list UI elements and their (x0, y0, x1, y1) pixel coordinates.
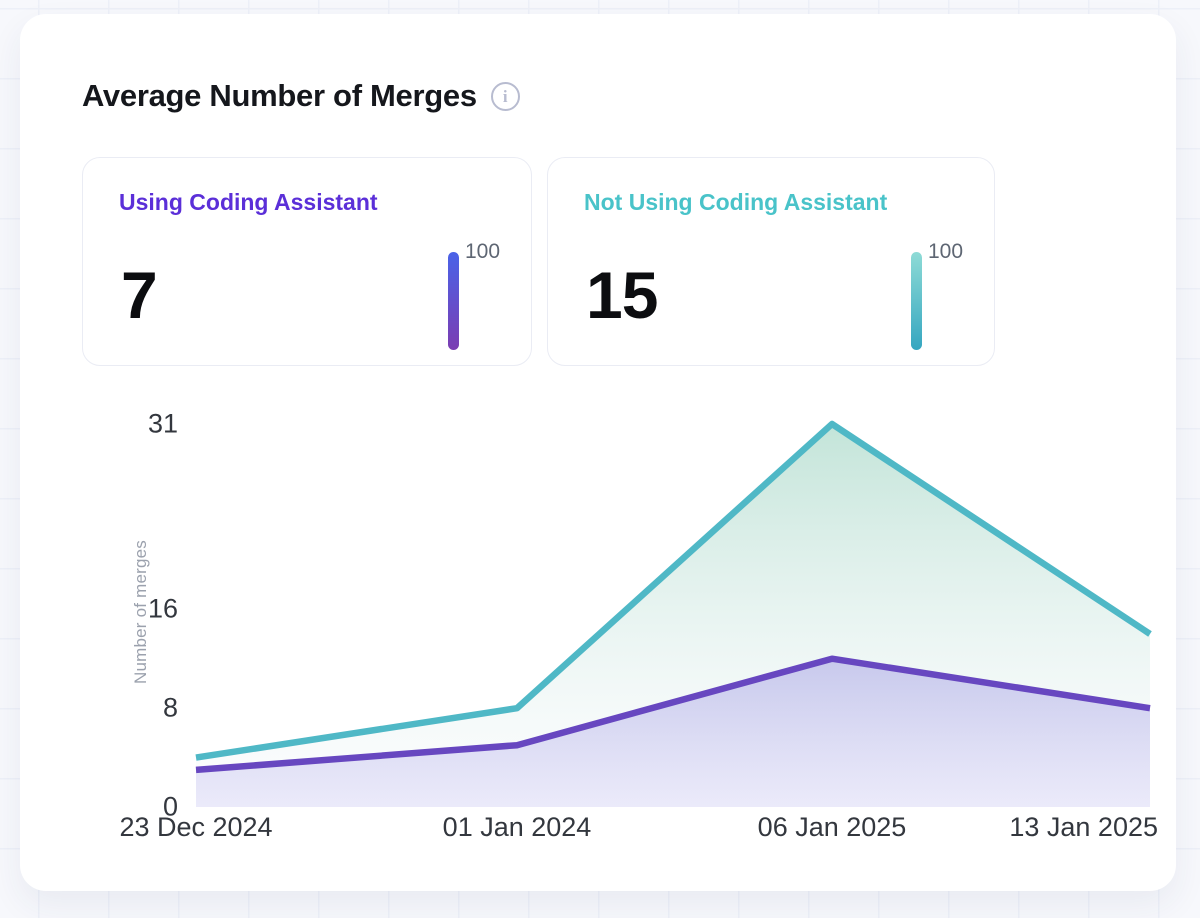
info-icon[interactable]: i (490, 81, 520, 111)
stat-card-not-using-coding-assistant: Not Using Coding Assistant 15 100 (547, 157, 995, 366)
area-fill-using-coding-assistant (196, 658, 1150, 807)
stat-card-using-coding-assistant: Using Coding Assistant 7 100 (82, 157, 532, 366)
panel-header: Average Number of Merges i (82, 78, 520, 114)
chart-panel: Average Number of Merges i Using Coding … (20, 14, 1176, 891)
stat-scale-bar (911, 252, 922, 350)
y-tick-label: 16 (147, 593, 178, 624)
x-tick-label: 23 Dec 2024 (119, 812, 273, 842)
series-line-not-using-coding-assistant (195, 420, 1152, 761)
stat-label: Using Coding Assistant (119, 189, 378, 215)
stat-label: Not Using Coding Assistant (584, 189, 888, 215)
stat-scale-max-label: 100 (465, 240, 501, 263)
stat-value: 7 (121, 258, 158, 332)
y-tick-label: 8 (162, 692, 178, 723)
stat-scale-max-label: 100 (928, 240, 964, 263)
x-tick-label: 01 Jan 2024 (442, 812, 592, 842)
stat-value: 15 (586, 258, 658, 332)
page-title: Average Number of Merges (82, 78, 477, 113)
y-tick-label: 0 (162, 791, 178, 822)
x-tick-label: 06 Jan 2025 (757, 812, 907, 842)
x-tick-label: 13 Jan 2025 (1009, 812, 1158, 842)
y-tick-label: 31 (147, 408, 178, 439)
merges-area-chart[interactable]: Number of merges 0 8 16 31 23 Dec 2024 01 Jan… (82, 404, 1158, 862)
series-line-using-coding-assistant (195, 655, 1151, 774)
stat-scale-bar (448, 252, 459, 350)
chart-canvas (195, 420, 1152, 807)
